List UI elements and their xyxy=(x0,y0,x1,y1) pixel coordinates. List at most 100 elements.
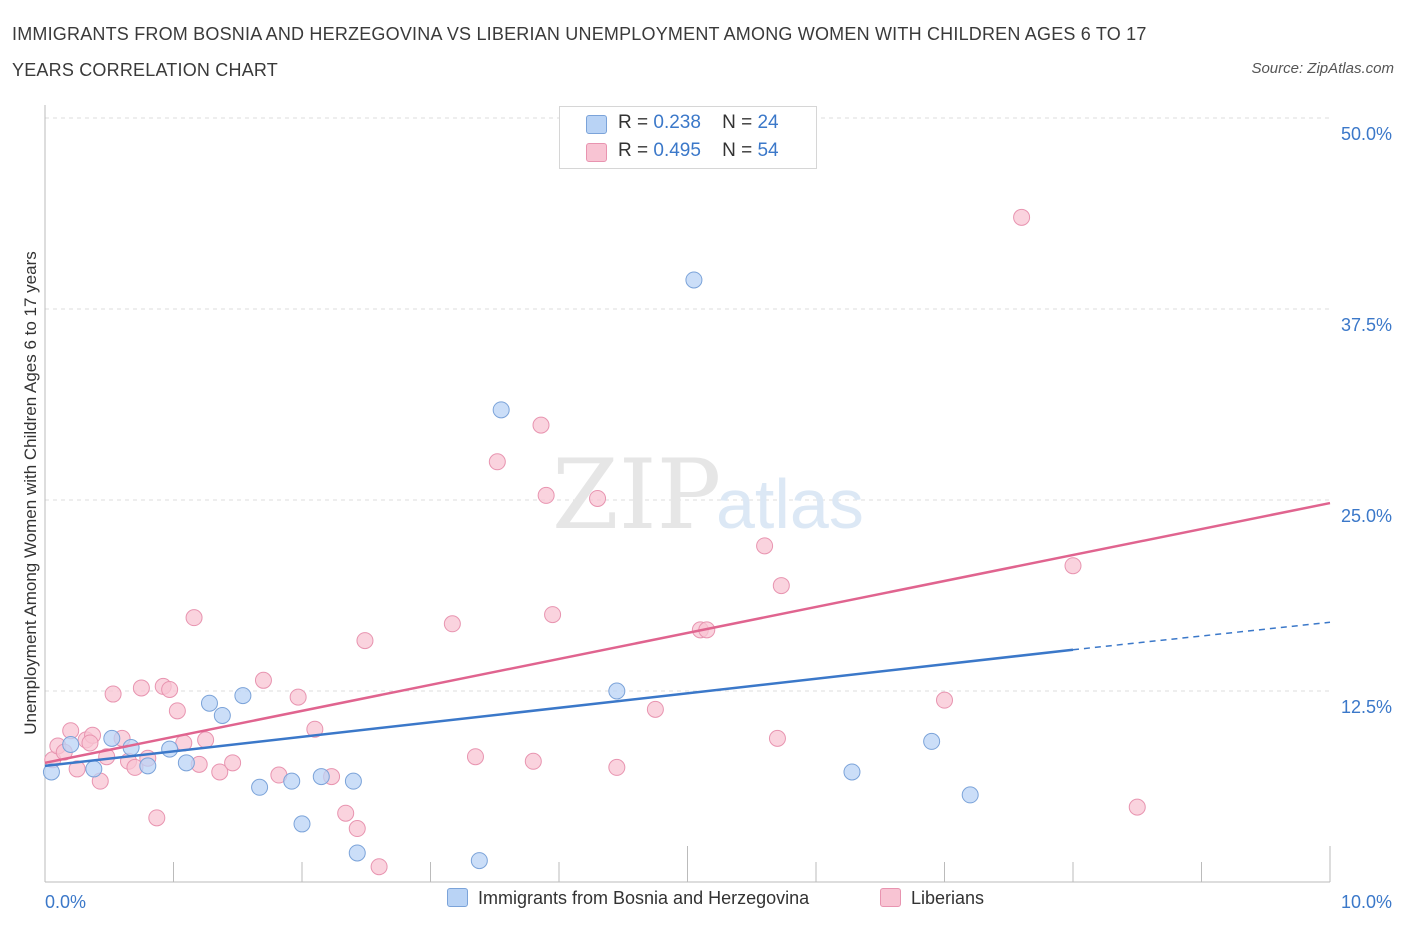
y-tick-label: 12.5% xyxy=(1341,697,1392,717)
y-tick-label: 37.5% xyxy=(1341,315,1392,335)
legend-swatch-blue xyxy=(586,115,607,134)
bottom-legend-swatch-pink xyxy=(880,888,901,907)
liberians-point xyxy=(1064,557,1082,575)
bosnia-point xyxy=(608,682,626,700)
liberians-point xyxy=(132,679,150,697)
liberians-point xyxy=(306,720,324,738)
chart-title: IMMIGRANTS FROM BOSNIA AND HERZEGOVINA V… xyxy=(12,24,1147,80)
bosnia-point xyxy=(62,735,80,753)
liberians-point xyxy=(197,731,215,749)
liberians-point xyxy=(524,752,542,770)
trend-lines xyxy=(44,501,1331,768)
liberians-point xyxy=(756,537,774,555)
legend-r-label: R = xyxy=(618,140,649,161)
watermark-atlas: atlas xyxy=(716,465,864,543)
legend-n-label: N = xyxy=(722,140,753,161)
grid-lines xyxy=(45,117,1330,692)
bosnia-point xyxy=(961,786,979,804)
y-axis-label: Unemployment Among Women with Children A… xyxy=(21,251,40,735)
y-tick-labels: 12.5% 25.0% 37.5% 50.0% xyxy=(1341,124,1392,717)
liberians-point xyxy=(98,748,116,766)
bosnia-point xyxy=(283,772,301,790)
legend-r-label: R = xyxy=(618,112,649,133)
correlation-legend: R = 0.238 N = 24 R = 0.495 N = 54 xyxy=(559,106,817,169)
bottom-legend-bosnia: Immigrants from Bosnia and Herzegovina xyxy=(447,888,809,909)
liberians-point xyxy=(211,763,229,781)
legend-n-label: N = xyxy=(722,112,753,133)
liberians-point xyxy=(646,700,664,718)
bosnia-point xyxy=(234,687,252,705)
watermark-zip: ZIP xyxy=(552,439,721,551)
liberians-point xyxy=(161,680,179,698)
liberians-point xyxy=(337,804,355,822)
liberians-point xyxy=(356,632,374,650)
liberians-point xyxy=(466,748,484,766)
liberians-point xyxy=(936,691,953,709)
y-axis-label-group: Unemployment Among Women with Children A… xyxy=(21,251,40,735)
liberians-point xyxy=(544,606,562,624)
liberians-point xyxy=(537,486,555,504)
trend-line-liberians xyxy=(44,501,1331,765)
trend-line-bosnia-extension xyxy=(1072,621,1331,651)
bosnia-point xyxy=(843,763,861,781)
liberians-point xyxy=(185,609,203,627)
legend-r-value: 0.238 xyxy=(653,112,701,133)
bottom-legend-liberians: Liberians xyxy=(880,888,984,909)
legend-text-liberians: R = 0.495 N = 54 xyxy=(618,140,779,162)
liberians-point xyxy=(254,671,272,689)
liberians-point xyxy=(768,729,786,747)
bosnia-point xyxy=(492,401,510,419)
bosnia-point xyxy=(312,768,330,786)
y-tick-label: 50.0% xyxy=(1341,124,1392,144)
bottom-legend-label-bosnia: Immigrants from Bosnia and Herzegovina xyxy=(478,888,810,908)
legend-r-value: 0.495 xyxy=(653,140,701,161)
bosnia-point xyxy=(139,757,157,775)
legend-swatch-pink xyxy=(586,143,607,162)
x-tick-labels: 0.0% 10.0% xyxy=(45,892,1392,912)
liberians-point xyxy=(532,416,550,434)
liberians-point xyxy=(104,685,122,703)
liberians-point xyxy=(348,820,366,838)
liberians-point xyxy=(148,809,166,827)
bottom-legend-label-liberians: Liberians xyxy=(911,888,985,908)
liberians-point xyxy=(224,754,242,772)
bosnia-point xyxy=(213,706,231,724)
liberians-point xyxy=(68,760,86,778)
liberians-point xyxy=(488,453,506,471)
liberians-point xyxy=(289,688,307,706)
watermark: ZIP atlas xyxy=(552,439,864,551)
bottom-legend-swatch-blue xyxy=(447,888,468,907)
y-tick-label: 25.0% xyxy=(1341,506,1392,526)
bosnia-point xyxy=(103,729,121,747)
legend-text-bosnia: R = 0.238 N = 24 xyxy=(618,112,779,134)
bosnia-point xyxy=(344,772,362,790)
bosnia-point xyxy=(200,694,218,712)
bosnia-point xyxy=(293,815,311,833)
series-liberians-points xyxy=(44,208,1146,876)
liberians-point xyxy=(589,489,607,507)
bosnia-point xyxy=(161,740,179,758)
liberians-point xyxy=(443,615,461,633)
liberians-point xyxy=(608,758,626,776)
trend-line-bosnia xyxy=(44,648,1074,768)
x-tick-label: 10.0% xyxy=(1341,892,1392,912)
bosnia-point xyxy=(685,271,703,289)
bosnia-point xyxy=(923,732,941,750)
bosnia-point xyxy=(251,778,269,796)
series-bosnia-points xyxy=(42,271,979,870)
liberians-point xyxy=(370,858,388,876)
liberians-point xyxy=(1128,798,1146,816)
liberians-point xyxy=(81,734,99,752)
bosnia-point xyxy=(470,852,488,870)
bosnia-point xyxy=(177,754,195,772)
legend-n-value: 54 xyxy=(757,140,779,161)
axes xyxy=(44,105,1331,883)
source-label: Source: ZipAtlas.com xyxy=(1251,60,1394,77)
liberians-point xyxy=(1013,208,1031,226)
bosnia-point xyxy=(348,844,366,862)
legend-n-value: 24 xyxy=(757,112,779,133)
liberians-point xyxy=(772,577,790,595)
x-tick-label: 0.0% xyxy=(45,892,86,912)
bosnia-point xyxy=(85,760,103,778)
